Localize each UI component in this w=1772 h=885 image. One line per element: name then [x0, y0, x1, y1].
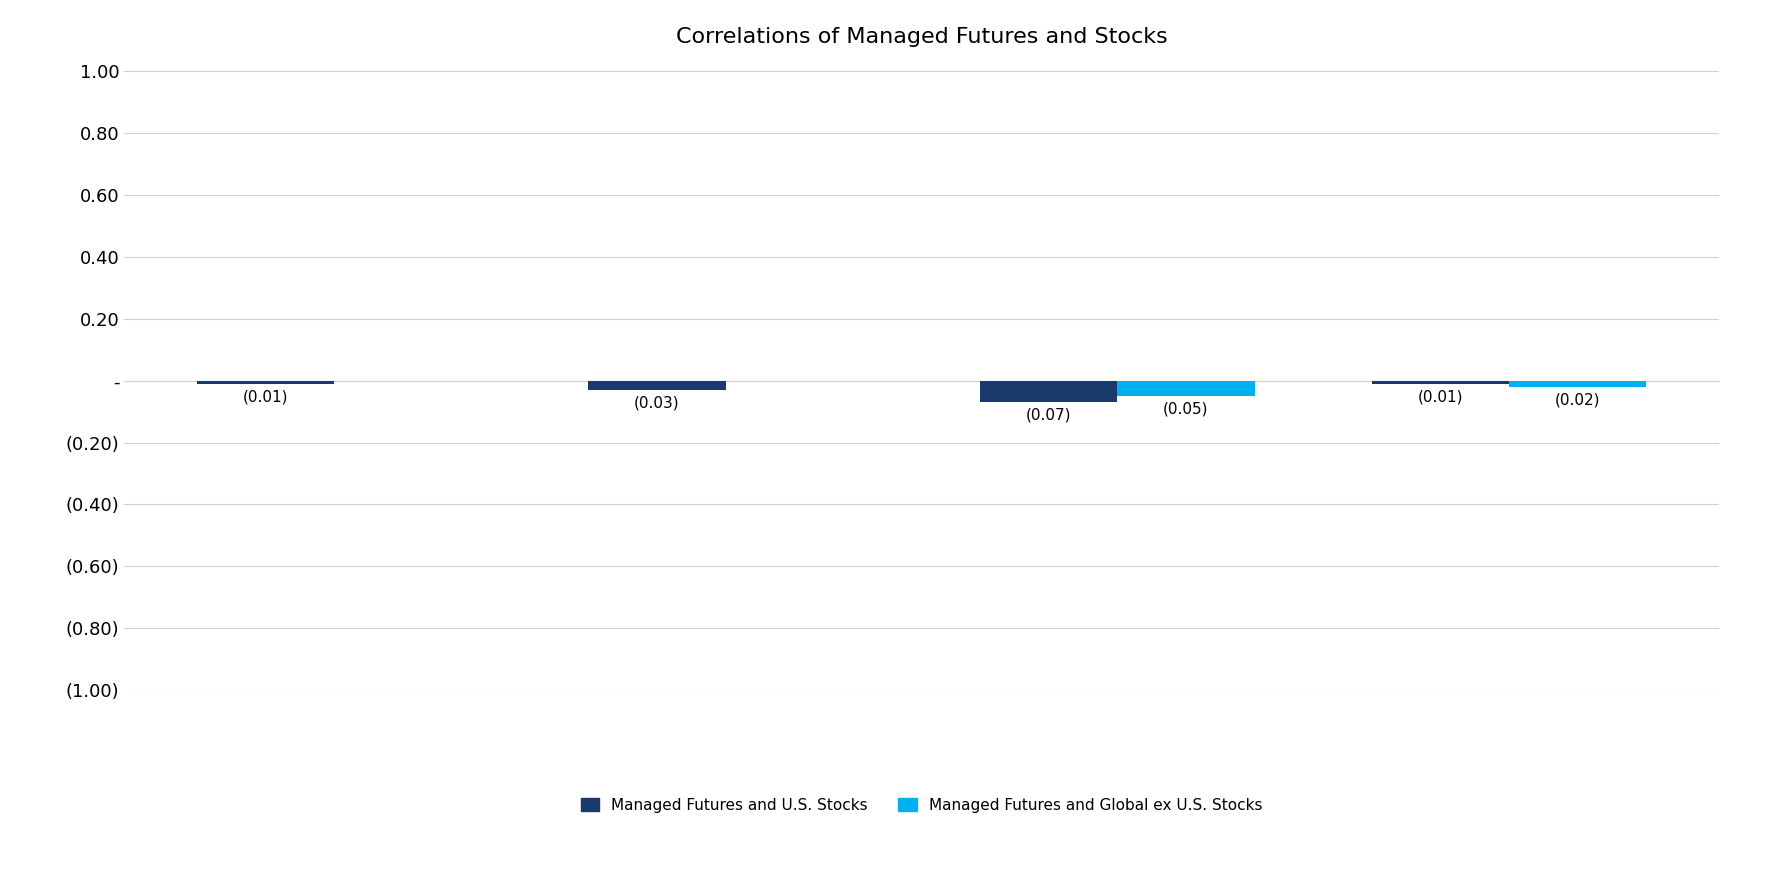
Title: Correlations of Managed Futures and Stocks: Correlations of Managed Futures and Stoc… [675, 27, 1168, 47]
Bar [1372, 381, 1510, 384]
Bar [1118, 381, 1255, 396]
Text: (0.03): (0.03) [634, 396, 680, 411]
Text: (0.01): (0.01) [243, 389, 287, 404]
Bar [1510, 381, 1646, 387]
Legend: Managed Futures and U.S. Stocks, Managed Futures and Global ex U.S. Stocks: Managed Futures and U.S. Stocks, Managed… [574, 792, 1269, 819]
Text: (0.05): (0.05) [1162, 402, 1209, 417]
Text: (0.07): (0.07) [1026, 408, 1072, 423]
Text: (0.02): (0.02) [1556, 392, 1600, 407]
Bar [197, 381, 333, 384]
Bar [588, 381, 725, 389]
Text: (0.01): (0.01) [1418, 389, 1464, 404]
Bar [980, 381, 1118, 402]
